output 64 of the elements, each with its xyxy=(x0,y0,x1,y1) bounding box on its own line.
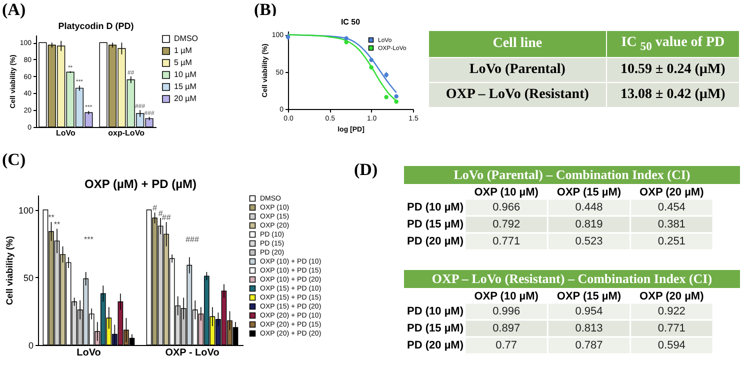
data-label: # xyxy=(152,204,158,213)
chart-title: LoVo (Parental) – Combination Index (CI) xyxy=(404,166,740,184)
data-label: # xyxy=(158,208,164,218)
text: 10.59 ± 0.24 (µM) xyxy=(620,62,726,77)
y-tick-label: PD (15 µM) xyxy=(407,322,464,334)
data-label: 0.996 xyxy=(492,306,520,318)
data-label: 0.523 xyxy=(575,236,603,248)
x-tick-label: OXP - LoVo xyxy=(165,348,220,358)
text: (A) xyxy=(2,0,26,20)
text: (D) xyxy=(354,160,378,180)
x-tick-label: OXP (15 µM) xyxy=(556,186,622,198)
data-label: 0.454 xyxy=(658,202,686,214)
data-label: 0.381 xyxy=(658,218,686,230)
y-tick-label: PD (15 µM) xyxy=(407,218,464,230)
chart-title: OXP – LoVo (Resistant) – Combination Index (CI) xyxy=(404,270,740,288)
legend-label: 15 µM xyxy=(174,82,197,91)
x-tick-label: OXP (15 µM) xyxy=(556,290,622,302)
data-label: 0.966 xyxy=(492,202,520,214)
y-tick-label: PD (20 µM) xyxy=(407,340,464,352)
y-axis-title: Cell viability (%) xyxy=(4,236,14,306)
y-tick-label: PD (10 µM) xyxy=(407,202,464,214)
y-tick-label: PD (20 µM) xyxy=(407,236,464,248)
data-label: 0.954 xyxy=(575,306,603,318)
x-tick-label: OXP (20 µM) xyxy=(640,186,704,198)
category-label: IC $_{50}$ value of PD xyxy=(606,31,739,57)
data-label: 0.77 xyxy=(496,340,518,352)
data-label: 0.792 xyxy=(492,218,520,230)
data-label: 0.922 xyxy=(658,306,686,318)
chart-title: IC 50 xyxy=(340,18,361,27)
y-tick-label: 50 xyxy=(23,272,34,283)
legend-label: 10 µM xyxy=(174,70,197,79)
x-tick-label: OXP (10 µM) xyxy=(474,186,539,198)
annotation: ### xyxy=(186,235,200,244)
data-label: 0.448 xyxy=(575,202,603,214)
chart-title: Platycodin D (PD) xyxy=(58,21,134,31)
text: (C) xyxy=(2,150,26,170)
x-tick-label: OXP (20 µM) xyxy=(640,290,704,302)
text: Cell line xyxy=(429,31,606,57)
text: (B) xyxy=(254,0,277,20)
category-label: LoVo (Parental) xyxy=(469,62,566,77)
data-label: ** xyxy=(48,213,54,222)
data-label: 0.897 xyxy=(492,322,520,334)
data-label: ## xyxy=(162,213,172,222)
data-label: 0.787 xyxy=(575,340,603,352)
legend-label: 20 µM xyxy=(174,94,197,103)
legend-label: DMSO xyxy=(174,34,198,43)
y-tick-label: PD (10 µM) xyxy=(407,306,464,318)
x-tick-label: OXP (10 µM) xyxy=(474,290,539,302)
data-label: 0.251 xyxy=(658,236,686,248)
data-label: 0.771 xyxy=(492,236,520,248)
chart-title: OXP (µM) + PD (µM) xyxy=(84,177,196,191)
x-tick-label: oxp-LoVo xyxy=(108,128,145,138)
data-label: 0.594 xyxy=(658,340,686,352)
annotation: *** xyxy=(84,235,94,244)
data-label: 0.819 xyxy=(575,218,603,230)
data-label: ** xyxy=(54,220,60,229)
legend-label: 5 µM xyxy=(174,58,192,67)
data-label: 0.813 xyxy=(575,322,603,334)
data-label: 0.771 xyxy=(658,322,686,334)
y-tick-label: 100 xyxy=(18,205,34,216)
y-tick-label: 0 xyxy=(28,340,34,350)
category-label: OXP – LoVo (Resistant) xyxy=(446,87,589,102)
text: 13.08 ± 0.42 (µM) xyxy=(620,87,726,102)
legend-label: 1 µM xyxy=(174,46,192,55)
